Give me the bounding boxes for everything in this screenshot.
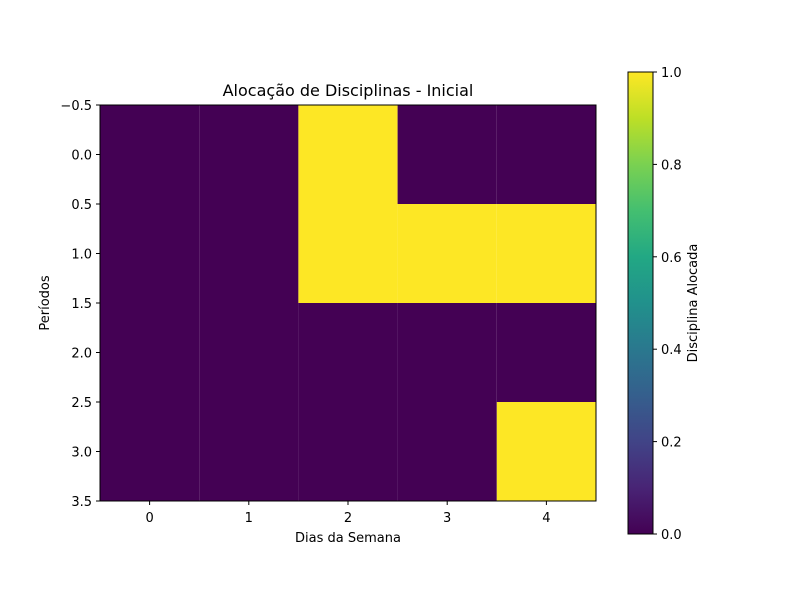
x-tick-label: 1 (245, 511, 253, 526)
heatmap-cell (100, 105, 200, 204)
y-tick-label: 1.5 (71, 297, 92, 312)
colorbar-label: Disciplina Alocada (686, 244, 701, 363)
heatmap-cell (298, 204, 398, 303)
colorbar-tick-label: 0.6 (661, 251, 682, 266)
heatmap-cell (199, 402, 299, 501)
y-tick-label: 3.5 (71, 495, 92, 510)
y-tick-label: 2.5 (71, 396, 92, 411)
heatmap-cell (298, 105, 398, 204)
x-tick-label: 3 (443, 511, 451, 526)
heatmap-cell (397, 105, 497, 204)
y-tick-label: 2.0 (71, 347, 92, 362)
colorbar (627, 71, 654, 535)
y-axis-label: Períodos (38, 275, 53, 330)
heatmap-cell (298, 402, 398, 501)
heatmap-cell (199, 105, 299, 204)
colorbar-tick-label: 0.2 (661, 436, 682, 451)
y-tick-label: 1.0 (71, 248, 92, 263)
y-tick-label: 0.5 (71, 198, 92, 213)
x-tick-label: 0 (145, 511, 153, 526)
chart-title: Alocação de Disciplinas - Inicial (223, 81, 474, 100)
x-tick-label: 2 (344, 511, 352, 526)
y-axis-ticks: −0.5 0.0 0.5 1.0 1.5 2.0 2.5 3.0 3.5 (60, 99, 100, 510)
colorbar-tick-label: 0.8 (661, 158, 682, 173)
heatmap-cell (496, 105, 596, 204)
x-tick-label: 4 (542, 511, 550, 526)
colorbar-tick-label: 0.0 (661, 528, 682, 543)
x-axis-ticks: 0 1 2 3 4 (145, 501, 551, 526)
heatmap-cell (199, 204, 299, 303)
heatmap-cell (199, 303, 299, 402)
heatmap-cell (100, 204, 200, 303)
heatmap-cells (100, 105, 596, 501)
colorbar-ticks: 0.0 0.2 0.4 0.6 0.8 1.0 (653, 66, 682, 543)
colorbar-tick-label: 0.4 (661, 343, 682, 358)
heatmap-cell (496, 402, 596, 501)
x-axis-label: Dias da Semana (295, 531, 401, 546)
heatmap-cell (397, 204, 497, 303)
y-tick-label: −0.5 (60, 99, 92, 114)
heatmap-cell (496, 303, 596, 402)
heatmap-cell (100, 402, 200, 501)
heatmap-cell (100, 303, 200, 402)
heatmap-cell (397, 402, 497, 501)
heatmap-cell (397, 303, 497, 402)
heatmap-cell (496, 204, 596, 303)
y-tick-label: 3.0 (71, 446, 92, 461)
heatmap-cell (298, 303, 398, 402)
colorbar-tick-label: 1.0 (661, 66, 682, 81)
y-tick-label: 0.0 (71, 149, 92, 164)
